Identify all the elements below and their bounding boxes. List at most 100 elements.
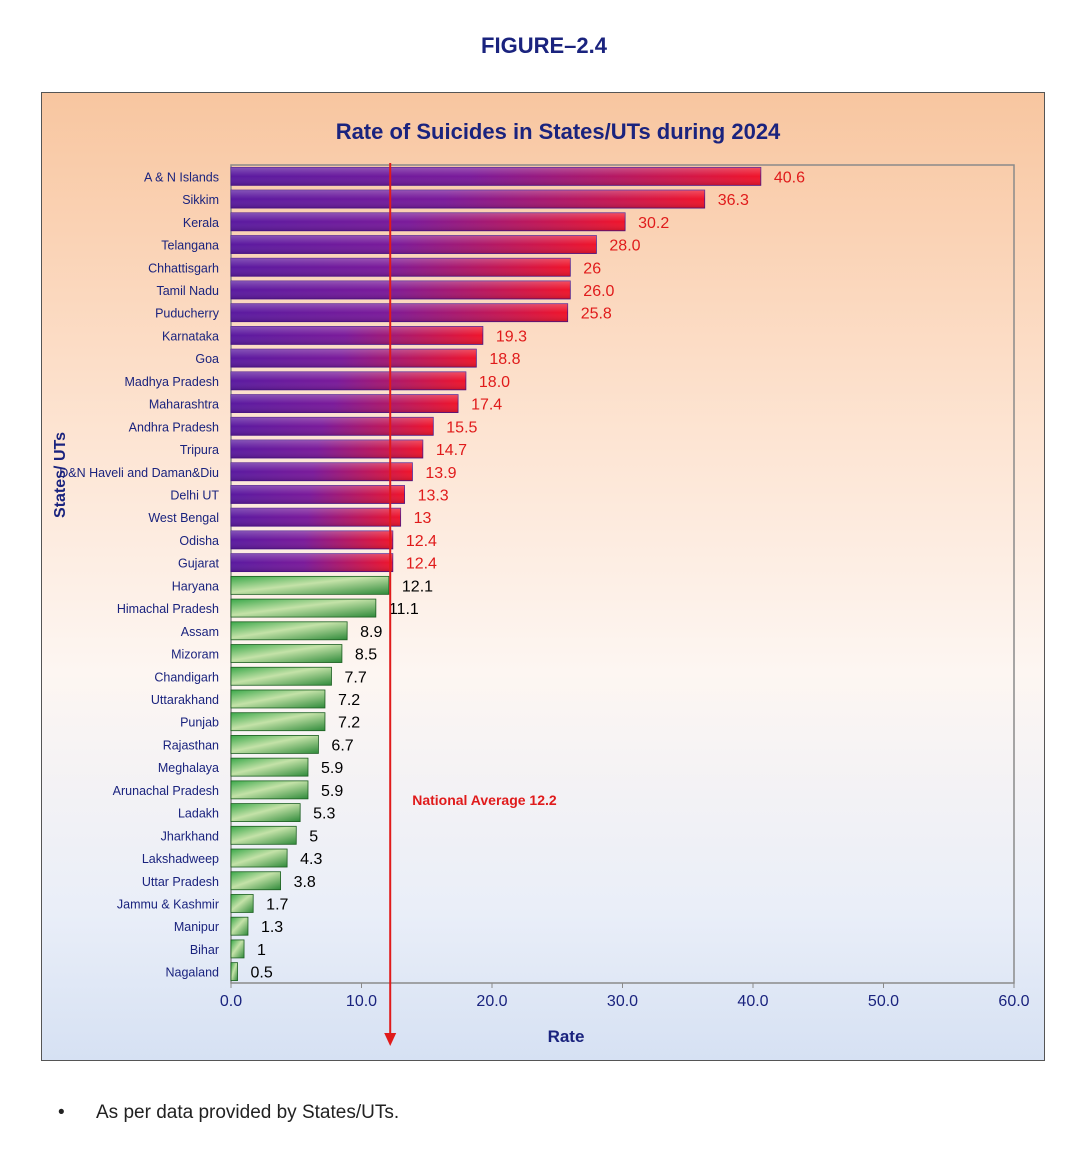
bar bbox=[230, 689, 326, 709]
category-label: Uttarakhand bbox=[151, 693, 219, 707]
category-label: Manipur bbox=[174, 920, 219, 934]
category-label: Himachal Pradesh bbox=[117, 602, 219, 616]
x-tick-label: 20.0 bbox=[476, 993, 507, 1010]
bar-value-label: 40.6 bbox=[774, 169, 805, 186]
bar-value-label: 13.9 bbox=[425, 465, 456, 482]
bar-shade bbox=[231, 553, 393, 572]
bar-value-label: 0.5 bbox=[251, 965, 273, 982]
bar bbox=[230, 712, 326, 732]
bar-value-label: 1.3 bbox=[261, 919, 283, 936]
bar-shade bbox=[231, 371, 466, 390]
figure-heading: FIGURE–2.4 bbox=[481, 33, 607, 58]
bar-value-label: 3.8 bbox=[294, 874, 316, 891]
category-label: Ladakh bbox=[178, 807, 219, 821]
bar-value-label: 11.1 bbox=[389, 601, 419, 618]
bar-value-label: 5 bbox=[309, 828, 318, 845]
bar-value-label: 26.0 bbox=[583, 283, 614, 300]
bar-value-label: 5.9 bbox=[321, 760, 343, 777]
bar-shade bbox=[231, 349, 477, 368]
bar-value-label: 18.0 bbox=[479, 374, 510, 391]
category-label: Jammu & Kashmir bbox=[117, 897, 219, 911]
arrow-down-icon bbox=[384, 1033, 397, 1046]
bar-value-label: 12.1 bbox=[402, 578, 433, 595]
category-label: Jharkhand bbox=[161, 829, 219, 843]
bars-layer: 40.6 A & N Islands 36.3 Sikkim 30.2 Kerala 28.… bbox=[59, 166, 805, 982]
bar-shade bbox=[231, 190, 705, 209]
category-label: Maharashtra bbox=[149, 398, 219, 412]
category-label: Chhattisgarh bbox=[148, 261, 219, 275]
bar bbox=[230, 598, 377, 618]
y-axis-label: States/ UTs bbox=[52, 432, 69, 518]
bar-value-label: 13 bbox=[414, 510, 432, 527]
bar-shade bbox=[231, 167, 761, 186]
bar bbox=[230, 666, 332, 686]
x-axis-label: Rate bbox=[548, 1027, 585, 1046]
category-label: Nagaland bbox=[165, 966, 219, 980]
category-label: Tamil Nadu bbox=[156, 284, 219, 298]
bar-value-label: 18.8 bbox=[489, 351, 520, 368]
x-tick-label: 50.0 bbox=[868, 993, 899, 1010]
category-label: Assam bbox=[181, 625, 219, 639]
category-label: Uttar Pradesh bbox=[142, 875, 219, 889]
axis-layer: 0.0 10.0 20.0 30.0 40.0 50.0 60.0 bbox=[220, 983, 1030, 1010]
bar-shade bbox=[231, 440, 423, 459]
category-label: Odisha bbox=[179, 534, 219, 548]
category-label: Delhi UT bbox=[170, 488, 219, 502]
bar-value-label: 8.5 bbox=[355, 647, 377, 664]
bar-shade bbox=[231, 303, 568, 322]
category-label: Sikkim bbox=[182, 193, 219, 207]
category-label: Gujarat bbox=[178, 557, 220, 571]
chart-title: Rate of Suicides in States/UTs during 20… bbox=[336, 119, 781, 144]
bar-value-label: 5.3 bbox=[313, 806, 335, 823]
footnote: • As per data provided by States/UTs. bbox=[58, 1102, 399, 1124]
category-label: Telangana bbox=[161, 239, 219, 253]
category-label: Punjab bbox=[180, 716, 219, 730]
x-tick-label: 10.0 bbox=[346, 993, 377, 1010]
bar-value-label: 4.3 bbox=[300, 851, 322, 868]
bar-value-label: 13.3 bbox=[418, 487, 449, 504]
bar-shade bbox=[231, 530, 393, 549]
bar-value-label: 25.8 bbox=[581, 306, 612, 323]
footnote-text: As per data provided by States/UTs. bbox=[96, 1102, 400, 1123]
category-label: Puducherry bbox=[155, 307, 220, 321]
bar-shade bbox=[231, 508, 401, 527]
bar-shade bbox=[231, 462, 413, 481]
bar-value-label: 6.7 bbox=[331, 737, 353, 754]
bar-shade bbox=[231, 417, 434, 436]
chart-frame: 40.6 A & N Islands 36.3 Sikkim 30.2 Kerala 28.… bbox=[41, 92, 1045, 1061]
bar-shade bbox=[231, 326, 483, 345]
bar-shade bbox=[231, 212, 626, 231]
bar-shade bbox=[231, 235, 597, 254]
category-label: Lakshadweep bbox=[142, 852, 219, 866]
bar bbox=[230, 894, 254, 913]
bar bbox=[230, 803, 301, 822]
national-average-label: National Average 12.2 bbox=[412, 792, 557, 808]
bar-value-label: 17.4 bbox=[471, 397, 502, 414]
category-label: Kerala bbox=[183, 216, 219, 230]
bar bbox=[230, 757, 309, 777]
bar bbox=[230, 871, 281, 891]
bar bbox=[230, 962, 238, 982]
bar-value-label: 7.7 bbox=[344, 669, 366, 686]
bar-value-label: 26 bbox=[583, 260, 601, 277]
bar-shade bbox=[231, 280, 571, 299]
bar bbox=[230, 916, 249, 936]
bar-value-label: 15.5 bbox=[446, 419, 477, 436]
bar bbox=[230, 735, 319, 754]
bar-value-label: 1.7 bbox=[266, 896, 288, 913]
bar bbox=[230, 780, 309, 800]
bar bbox=[230, 825, 297, 845]
category-label: Haryana bbox=[172, 579, 219, 593]
category-label: Goa bbox=[195, 352, 219, 366]
category-label: Arunachal Pradesh bbox=[113, 784, 219, 798]
category-label: Chandigarh bbox=[154, 670, 219, 684]
bar bbox=[230, 575, 390, 595]
bar-value-label: 1 bbox=[257, 942, 266, 959]
bar-value-label: 28.0 bbox=[609, 238, 640, 255]
bar bbox=[230, 644, 343, 663]
x-tick-label: 30.0 bbox=[607, 993, 638, 1010]
category-label: Meghalaya bbox=[158, 761, 219, 775]
bar-shade bbox=[231, 485, 405, 504]
x-tick-label: 0.0 bbox=[220, 993, 242, 1010]
bar-value-label: 12.4 bbox=[406, 533, 437, 550]
